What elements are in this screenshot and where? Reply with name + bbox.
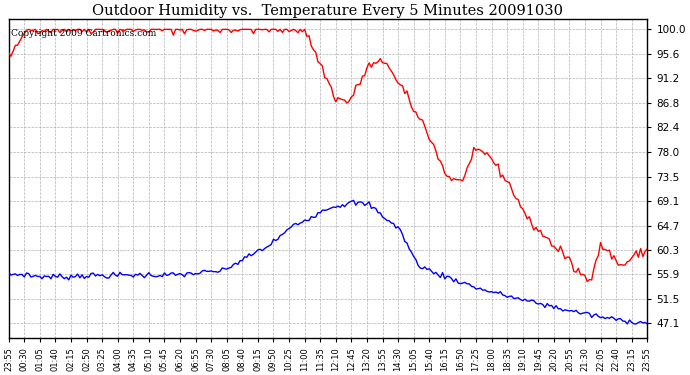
- Title: Outdoor Humidity vs.  Temperature Every 5 Minutes 20091030: Outdoor Humidity vs. Temperature Every 5…: [92, 4, 564, 18]
- Text: Copyright 2009 Cartronics.com: Copyright 2009 Cartronics.com: [10, 29, 156, 38]
